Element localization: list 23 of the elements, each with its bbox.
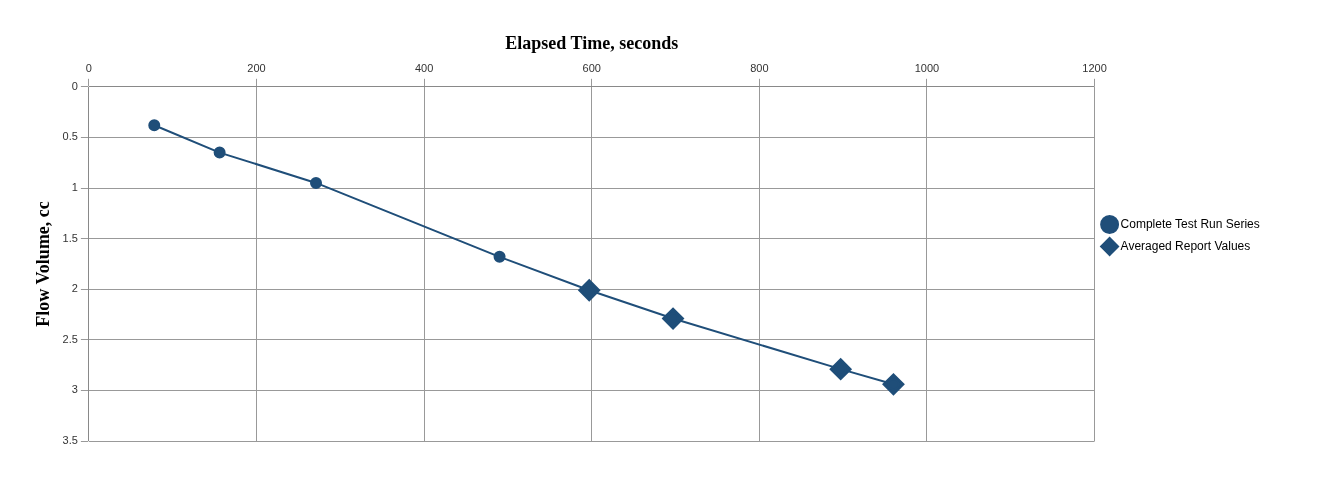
y-tick-label: 2.5: [62, 332, 78, 345]
x-axis-title: Elapsed Time, seconds: [505, 33, 679, 54]
x-tick-label: 1200: [1082, 62, 1107, 75]
x-tick-label: 400: [414, 62, 434, 75]
y-tick-label: 0.5: [62, 130, 78, 143]
y-tick-label: 1.5: [62, 231, 78, 244]
y-tick-label: 3.5: [62, 434, 78, 447]
point: [148, 119, 161, 132]
point: [213, 146, 226, 159]
x-tick-label: 200: [247, 62, 266, 75]
point: [493, 250, 506, 263]
x-tick-label: 600: [582, 62, 601, 75]
x-tick-label: 1000: [914, 62, 940, 75]
legend-label: Complete Test Run Series: [1120, 216, 1260, 231]
y-tick-label: 2: [71, 282, 78, 295]
y-tick-label: 1: [71, 181, 78, 194]
x-tick-label: 0: [85, 62, 92, 75]
legend-label: Averaged Report Values: [1120, 238, 1251, 253]
y-axis-title: Flow Volume, cc: [33, 201, 54, 327]
y-tick-label: 3: [71, 383, 78, 396]
y-tick-label: 0: [71, 79, 78, 92]
point: [310, 176, 323, 189]
x-tick-label: 800: [750, 62, 769, 75]
